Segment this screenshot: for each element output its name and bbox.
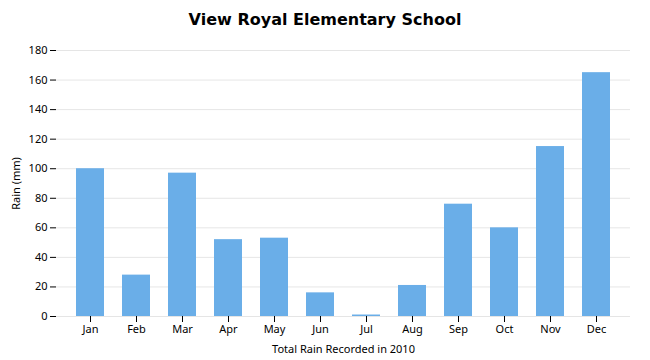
svg-text:Jun: Jun (311, 321, 329, 336)
svg-text:Sep: Sep (449, 321, 468, 336)
svg-text:Nov: Nov (540, 321, 561, 336)
svg-text:Dec: Dec (587, 321, 607, 336)
svg-text:Jul: Jul (359, 321, 373, 336)
svg-text:40: 40 (35, 249, 48, 264)
svg-text:Oct: Oct (496, 321, 514, 336)
svg-text:100: 100 (29, 160, 48, 175)
svg-text:160: 160 (29, 72, 48, 87)
svg-text:Total Rain Recorded in 2010: Total Rain Recorded in 2010 (272, 341, 415, 356)
svg-text:Apr: Apr (219, 321, 238, 336)
svg-text:0: 0 (41, 308, 47, 323)
svg-text:Jan: Jan (82, 321, 99, 336)
svg-text:Aug: Aug (402, 321, 423, 336)
svg-text:140: 140 (29, 101, 48, 116)
svg-text:80: 80 (35, 190, 48, 205)
svg-text:Mar: Mar (172, 321, 193, 336)
svg-text:Rain (mm): Rain (mm) (8, 157, 23, 210)
svg-text:20: 20 (35, 278, 48, 293)
svg-text:180: 180 (29, 42, 48, 57)
svg-text:120: 120 (29, 131, 48, 146)
svg-text:Feb: Feb (127, 321, 146, 336)
html-text:View Royal Elementary School: View Royal Elementary School (188, 10, 462, 29)
svg-text:60: 60 (35, 219, 48, 234)
svg-text:May: May (264, 321, 286, 336)
